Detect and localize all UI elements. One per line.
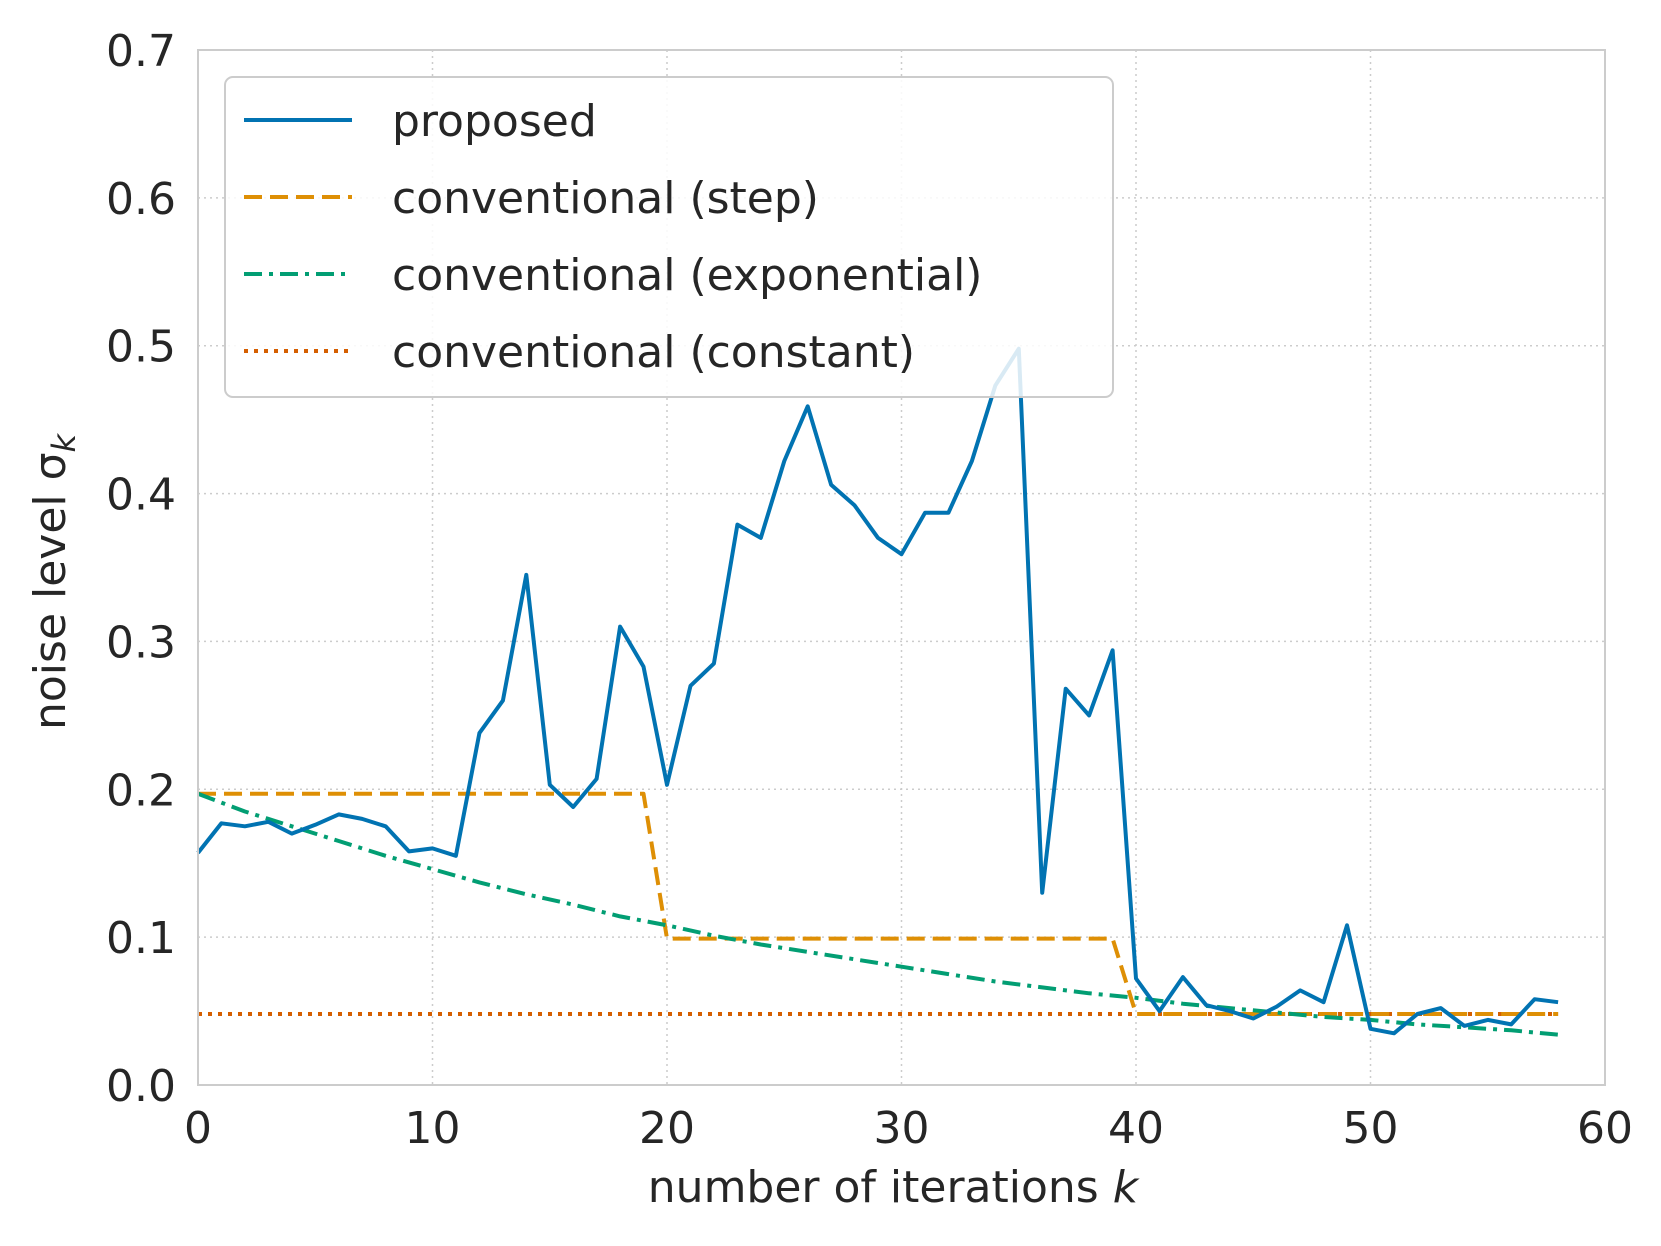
x-tick-label: 60 [1577,1103,1633,1154]
x-tick-label: 50 [1343,1103,1399,1154]
legend-box [224,76,1114,398]
y-tick-label: 0.7 [106,26,176,77]
series-line-conventional-exponential [197,791,1559,1037]
legend: proposed conventional (step) conventional … [224,76,1114,398]
y-axis-label: noise level σk [25,433,83,731]
x-axis-label: number of iterations k [648,1162,1140,1213]
x-axis-ticks: 0 10 20 30 40 50 60 [184,1103,1633,1154]
legend-label: proposed [392,96,597,147]
series-layer [196,346,1559,1037]
y-tick-label: 0.1 [106,913,176,964]
y-tick-label: 0.4 [106,470,176,521]
legend-label: conventional (step) [392,173,819,224]
series-line-conventional-step [198,791,1559,1016]
x-tick-label: 30 [874,1103,930,1154]
x-tick-label: 0 [184,1103,212,1154]
y-tick-label: 0.3 [106,617,176,668]
y-tick-label: 0.2 [106,765,176,816]
x-tick-label: 20 [639,1103,695,1154]
y-tick-label: 0.6 [106,174,176,225]
y-tick-label: 0.0 [106,1061,176,1112]
plot-frame [197,49,1606,1086]
series-line-proposed [196,346,1559,1036]
legend-label: conventional (constant) [392,327,915,378]
legend-label: conventional (exponential) [392,250,982,301]
y-tick-label: 0.5 [106,322,176,373]
x-tick-label: 40 [1108,1103,1164,1154]
x-tick-label: 10 [405,1103,461,1154]
y-axis-ticks: 0.0 0.1 0.2 0.3 0.4 0.5 0.6 0.7 [106,26,176,1112]
